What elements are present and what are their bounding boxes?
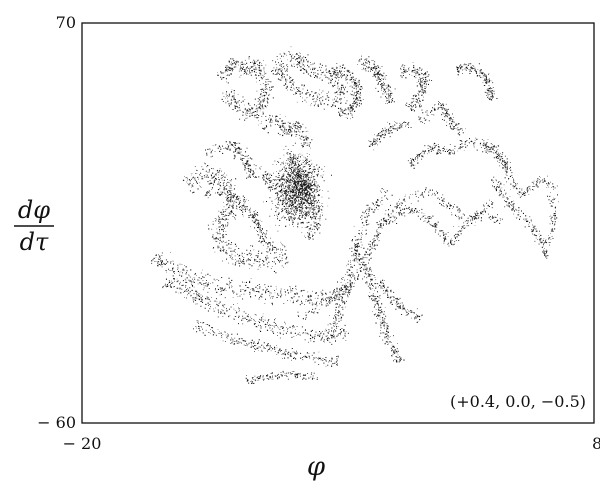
y-axis-label-numerator: dφ <box>18 196 50 224</box>
x-tick-label: 8 <box>592 434 600 453</box>
axis-ticks: − 20 8 70 − 60 <box>37 13 600 453</box>
parameter-annotation: (+0.4, 0.0, −0.5) <box>450 392 586 411</box>
plot-frame <box>81 22 595 424</box>
y-axis-label-denominator: dτ <box>20 228 49 256</box>
x-tick-label: − 20 <box>63 434 102 453</box>
attractor-point-cloud <box>151 46 559 385</box>
x-axis-label: φ <box>307 452 326 482</box>
attractor-points <box>151 46 559 385</box>
y-tick-label: − 60 <box>37 413 76 432</box>
y-tick-label: 70 <box>56 13 76 32</box>
